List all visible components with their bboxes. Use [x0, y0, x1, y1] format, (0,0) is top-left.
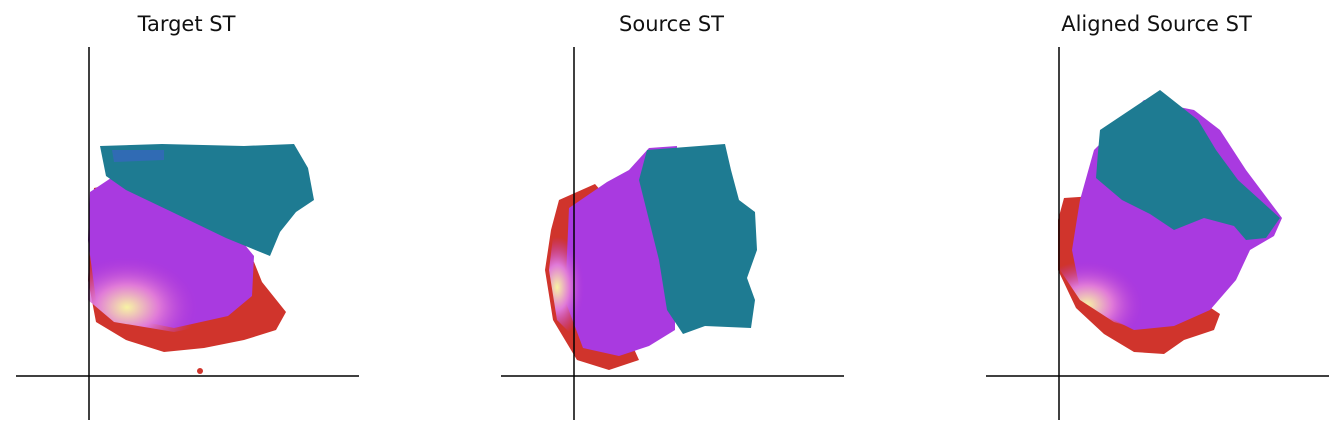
spot-region-glow: [1060, 230, 1194, 334]
spot-region-glow: [88, 220, 244, 332]
target-plot: [16, 47, 359, 420]
panel-source: Source ST: [499, 0, 844, 435]
panel-aligned-source: Aligned Source ST: [984, 0, 1329, 435]
panel-title: Source ST: [619, 12, 724, 36]
panel-title: Target ST: [137, 12, 236, 36]
spot-region-teal: [1096, 90, 1280, 240]
spot-region-glow: [549, 218, 617, 344]
spot-region-teal: [100, 144, 314, 256]
source-plot: [501, 47, 844, 420]
spot-region-blue-edge: [112, 150, 164, 162]
panel-title: Aligned Source ST: [1061, 12, 1252, 36]
aligned-source-plot: [986, 47, 1329, 420]
stray-spot: [197, 368, 203, 374]
panel-target: Target ST: [14, 0, 359, 435]
spot-region-teal: [639, 144, 757, 334]
